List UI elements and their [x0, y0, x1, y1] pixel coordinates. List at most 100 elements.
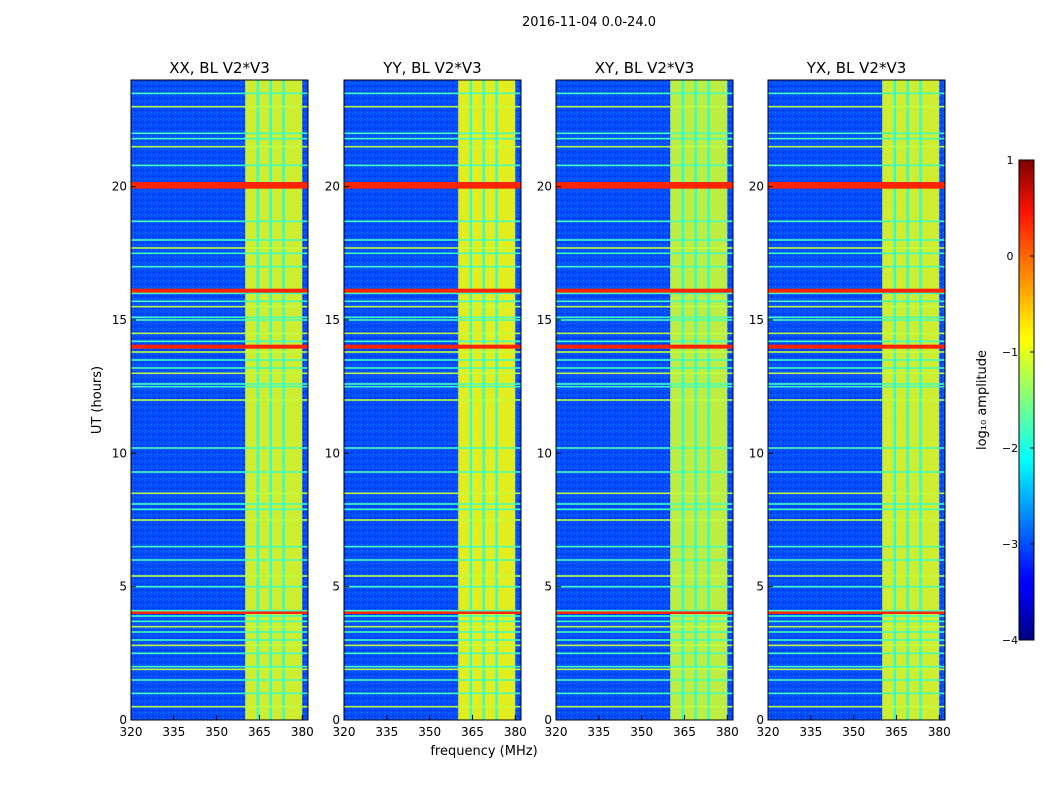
y-tick-label: 0 [756, 713, 764, 727]
rfi-line [556, 668, 733, 671]
rfi-line [131, 292, 308, 295]
x-tick-label: 380 [504, 725, 527, 739]
y-tick-label: 0 [119, 713, 127, 727]
rfi-line [556, 620, 733, 623]
rfi-line [556, 679, 733, 681]
rfi-line [556, 575, 733, 577]
rfi-line [344, 492, 521, 495]
rfi-line [344, 239, 521, 241]
rfi-line [131, 372, 308, 375]
rfi-line [768, 665, 945, 668]
rfi-line [131, 316, 308, 319]
rfi-line [131, 631, 308, 633]
rfi-line [131, 359, 308, 361]
rfi-line [768, 652, 945, 655]
rfi-line [344, 145, 521, 148]
rfi-line [556, 367, 733, 369]
rfi-line [344, 692, 521, 695]
rfi-line [768, 610, 945, 614]
rfi-line [768, 319, 945, 321]
rfi-line [344, 385, 521, 388]
rfi-line [768, 305, 945, 308]
rfi-line [556, 92, 733, 95]
rfi-line [131, 132, 308, 135]
rfi-line [344, 399, 521, 401]
rfi-line [344, 252, 521, 255]
rfi-line [556, 631, 733, 633]
rfi-line [131, 319, 308, 321]
colorbar-tick-label: 0 [1007, 250, 1014, 263]
rfi-line [344, 305, 521, 308]
rfi-line [768, 668, 945, 671]
rfi-line [768, 545, 945, 548]
x-tick-label: 380 [928, 725, 951, 739]
rfi-line [556, 447, 733, 449]
rfi-line [556, 351, 733, 353]
rfi-line [768, 92, 945, 95]
rfi-line [556, 508, 733, 511]
rfi-line [556, 164, 733, 167]
y-tick-label: 20 [537, 180, 552, 194]
x-tick-label: 335 [799, 725, 822, 739]
x-tick-label: 335 [375, 725, 398, 739]
rfi-line [556, 247, 733, 249]
rfi-line [768, 292, 945, 295]
rfi-line [344, 471, 521, 473]
x-tick-label: 380 [291, 725, 314, 739]
rfi-line [344, 265, 521, 268]
rfi-line [768, 471, 945, 473]
panel-frame [767, 79, 946, 721]
rfi-line [344, 92, 521, 95]
rfi-line [344, 359, 521, 361]
rfi-line [131, 585, 308, 588]
rfi-line [768, 288, 945, 293]
y-tick-label: 15 [537, 313, 552, 327]
heatmap-3 [768, 80, 945, 720]
rfi-line [556, 316, 733, 319]
rfi-line [344, 319, 521, 321]
rfi-line [344, 340, 521, 343]
rfi-line [768, 252, 945, 255]
rfi-line [768, 184, 945, 189]
rfi-line [344, 182, 521, 186]
rfi-line [768, 508, 945, 511]
rfi-line [131, 383, 308, 385]
rfi-line [556, 644, 733, 647]
rfi-line [768, 220, 945, 223]
rfi-line [131, 705, 308, 708]
rfi-line [131, 300, 308, 303]
rfi-line [344, 644, 521, 647]
rfi-line [768, 692, 945, 695]
rfi-line [556, 184, 733, 189]
y-tick-label: 20 [749, 180, 764, 194]
panel-frame [555, 79, 734, 721]
rfi-line [344, 367, 521, 369]
panel-1: YY, BL V2*V3 320 335 350 365 380 0 5 10 15 20 [325, 59, 527, 739]
rfi-line [344, 351, 521, 353]
rfi-line [768, 132, 945, 135]
rfi-line [131, 508, 308, 511]
y-tick-label: 0 [544, 713, 552, 727]
panel-title: XY, BL V2*V3 [595, 59, 695, 77]
rfi-line [556, 545, 733, 548]
rfi-line [344, 610, 521, 614]
rfi-line [131, 615, 308, 617]
colorbar-tick-label: −4 [1002, 634, 1018, 647]
rfi-line [556, 105, 733, 108]
rfi-line [556, 609, 733, 612]
rfi-line [556, 610, 733, 614]
panel-0: XX, BL V2*V3 320 335 350 365 380 0 5 10 15 20 [112, 59, 314, 739]
rfi-line [768, 639, 945, 641]
rfi-line [768, 137, 945, 140]
rfi-line [768, 492, 945, 495]
x-tick-label: 350 [205, 725, 228, 739]
rfi-line [768, 609, 945, 612]
colorbar-tick-label: −2 [1002, 442, 1018, 455]
panel-2: XY, BL V2*V3 320 335 350 365 380 0 5 10 15 20 [537, 59, 739, 739]
x-tick-label: 365 [461, 725, 484, 739]
rfi-line [556, 625, 733, 628]
rfi-line [131, 610, 308, 614]
rfi-line [131, 145, 308, 148]
rfi-line [556, 665, 733, 668]
